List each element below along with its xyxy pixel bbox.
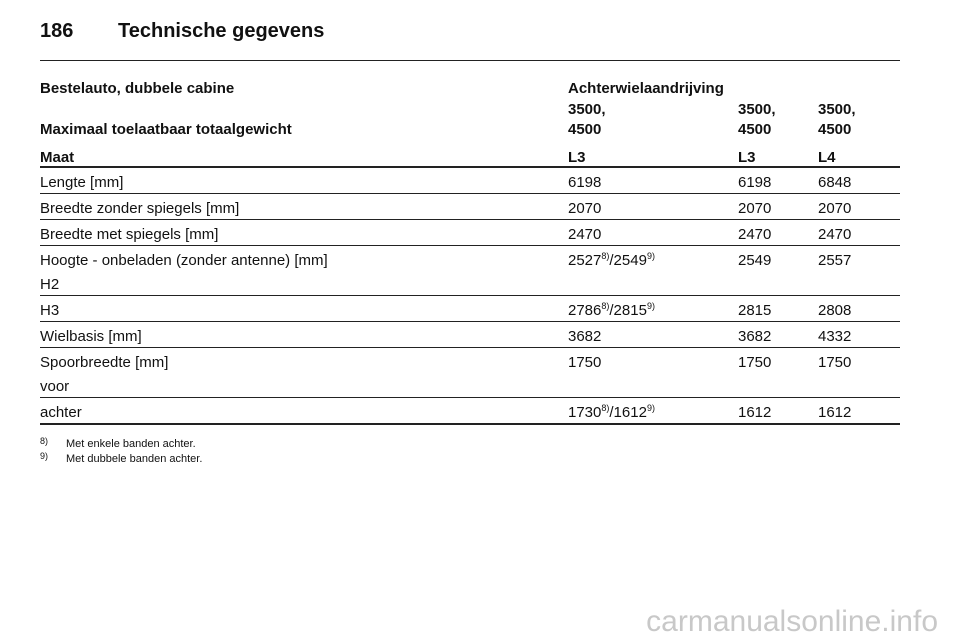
- cell-value: 25278)/25499): [568, 251, 655, 270]
- cell-value: 4332: [818, 328, 852, 345]
- footnote-text: Met enkele banden achter.: [66, 438, 196, 450]
- thick-rule: [40, 166, 900, 168]
- footnote-ref: 9): [646, 301, 655, 311]
- footnote-ref: 8): [601, 251, 610, 261]
- row-label: H3: [40, 302, 60, 319]
- cell-value: 1750: [818, 354, 852, 371]
- cell-value: 3682: [568, 328, 602, 345]
- footnote-mark: 8): [40, 436, 49, 446]
- column-header: L3: [568, 149, 586, 166]
- value-text: /2549: [609, 252, 647, 269]
- row-label: Breedte zonder spiegels [mm]: [40, 200, 240, 217]
- column-header: L3: [738, 149, 756, 166]
- weight-value: 3500,: [568, 101, 606, 118]
- footnote-ref: 8): [601, 301, 610, 311]
- row-label: Maximaal toelaatbaar totaalgewicht: [40, 121, 292, 138]
- column-header: Bestelauto, dubbele cabine: [40, 80, 235, 97]
- cell-value: 2815: [738, 302, 772, 319]
- column-header: Achterwielaandrijving: [568, 80, 724, 97]
- cell-value: 2470: [818, 226, 852, 243]
- cell-value: 2070: [568, 200, 602, 217]
- row-label: Lengte [mm]: [40, 174, 124, 191]
- cell-value: 6198: [568, 174, 602, 191]
- weight-value: 4500: [738, 121, 772, 138]
- cell-value: 1612: [738, 404, 772, 421]
- weight-value: 4500: [568, 121, 602, 138]
- row-rule: [40, 295, 900, 296]
- footnote-text: Met dubbele banden achter.: [66, 453, 203, 465]
- column-header: Maat: [40, 149, 75, 166]
- value-text: /2815: [609, 302, 647, 319]
- row-rule: [40, 347, 900, 348]
- column-header: L4: [818, 149, 836, 166]
- thick-rule: [40, 423, 900, 425]
- weight-value: 3500,: [738, 101, 776, 118]
- value-text: 1730: [568, 404, 602, 421]
- row-label: voor: [40, 378, 70, 395]
- value-text: /1612: [609, 404, 647, 421]
- row-label: achter: [40, 404, 82, 421]
- value-text: 2786: [568, 302, 602, 319]
- cell-value: 2557: [818, 252, 852, 269]
- row-rule: [40, 397, 900, 398]
- cell-value: 2470: [738, 226, 772, 243]
- row-label: H2: [40, 276, 60, 293]
- weight-value: 3500,: [818, 101, 856, 118]
- footnote-ref: 9): [646, 251, 655, 261]
- footnote-ref: 9): [646, 403, 655, 413]
- row-label: Hoogte - onbeladen (zonder antenne) [mm]: [40, 252, 328, 269]
- cell-value: 27868)/28159): [568, 301, 655, 320]
- cell-value: 2470: [568, 226, 602, 243]
- row-label: Breedte met spiegels [mm]: [40, 226, 219, 243]
- footnote-ref: 8): [601, 403, 610, 413]
- header-rule: [40, 60, 900, 61]
- row-rule: [40, 321, 900, 322]
- cell-value: 2070: [738, 200, 772, 217]
- row-rule: [40, 245, 900, 246]
- cell-value: 3682: [738, 328, 772, 345]
- value-text: 2527: [568, 252, 602, 269]
- cell-value: 17308)/16129): [568, 403, 655, 422]
- watermark: carmanualsonline.info: [646, 605, 938, 638]
- page-number: 186: [40, 20, 74, 42]
- page-title: Technische gegevens: [118, 20, 325, 42]
- row-rule: [40, 193, 900, 194]
- cell-value: 2808: [818, 302, 852, 319]
- cell-value: 6198: [738, 174, 772, 191]
- cell-value: 1750: [568, 354, 602, 371]
- row-rule: [40, 219, 900, 220]
- cell-value: 1612: [818, 404, 852, 421]
- weight-value: 4500: [818, 121, 852, 138]
- cell-value: 2070: [818, 200, 852, 217]
- cell-value: 2549: [738, 252, 772, 269]
- cell-value: 1750: [738, 354, 772, 371]
- row-label: Spoorbreedte [mm]: [40, 354, 169, 371]
- cell-value: 6848: [818, 174, 852, 191]
- row-label: Wielbasis [mm]: [40, 328, 142, 345]
- footnote-mark: 9): [40, 451, 49, 461]
